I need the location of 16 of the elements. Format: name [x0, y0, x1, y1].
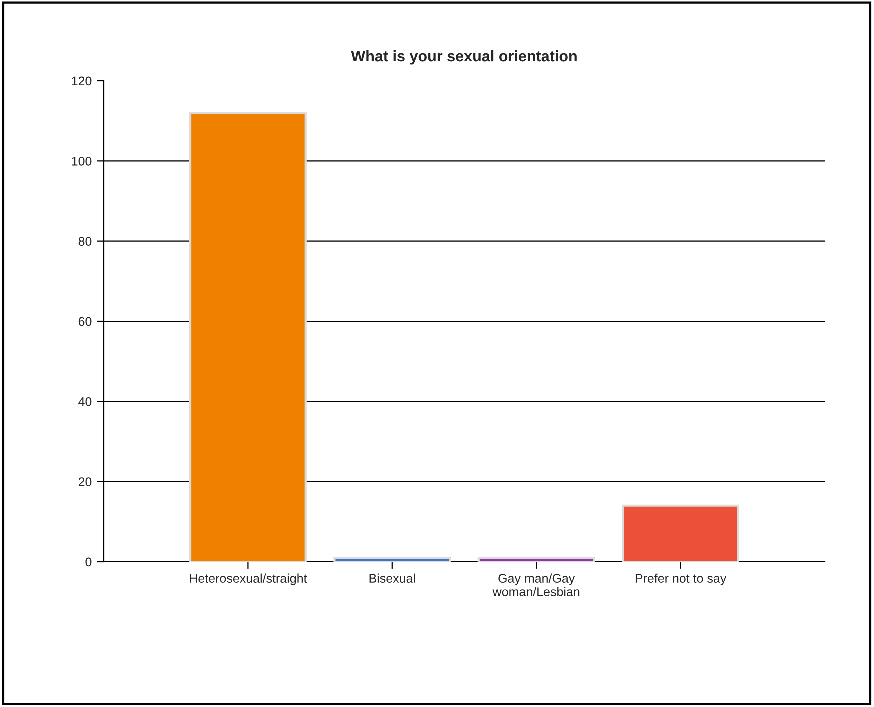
y-tick-label: 100 — [72, 156, 92, 166]
y-tick-label: 60 — [78, 317, 92, 326]
chart-title: What is your sexual orientation — [351, 50, 577, 65]
x-tick-label: Gay man/Gay woman/Lesbian — [492, 574, 580, 596]
x-tick-label: Heterosexual/straight — [190, 574, 308, 586]
y-tick-label: 20 — [78, 478, 92, 486]
bar — [478, 556, 596, 562]
y-tick-label: 40 — [78, 397, 92, 406]
bar — [622, 504, 740, 562]
bar — [189, 112, 307, 562]
x-tick-label: Bisexual — [370, 574, 416, 583]
y-tick-label: 120 — [72, 76, 92, 86]
y-tick-label: 0 — [86, 558, 92, 567]
x-tick-label: Prefer not to say — [636, 574, 727, 586]
y-tick-label: 80 — [78, 237, 92, 246]
bar — [334, 556, 452, 562]
